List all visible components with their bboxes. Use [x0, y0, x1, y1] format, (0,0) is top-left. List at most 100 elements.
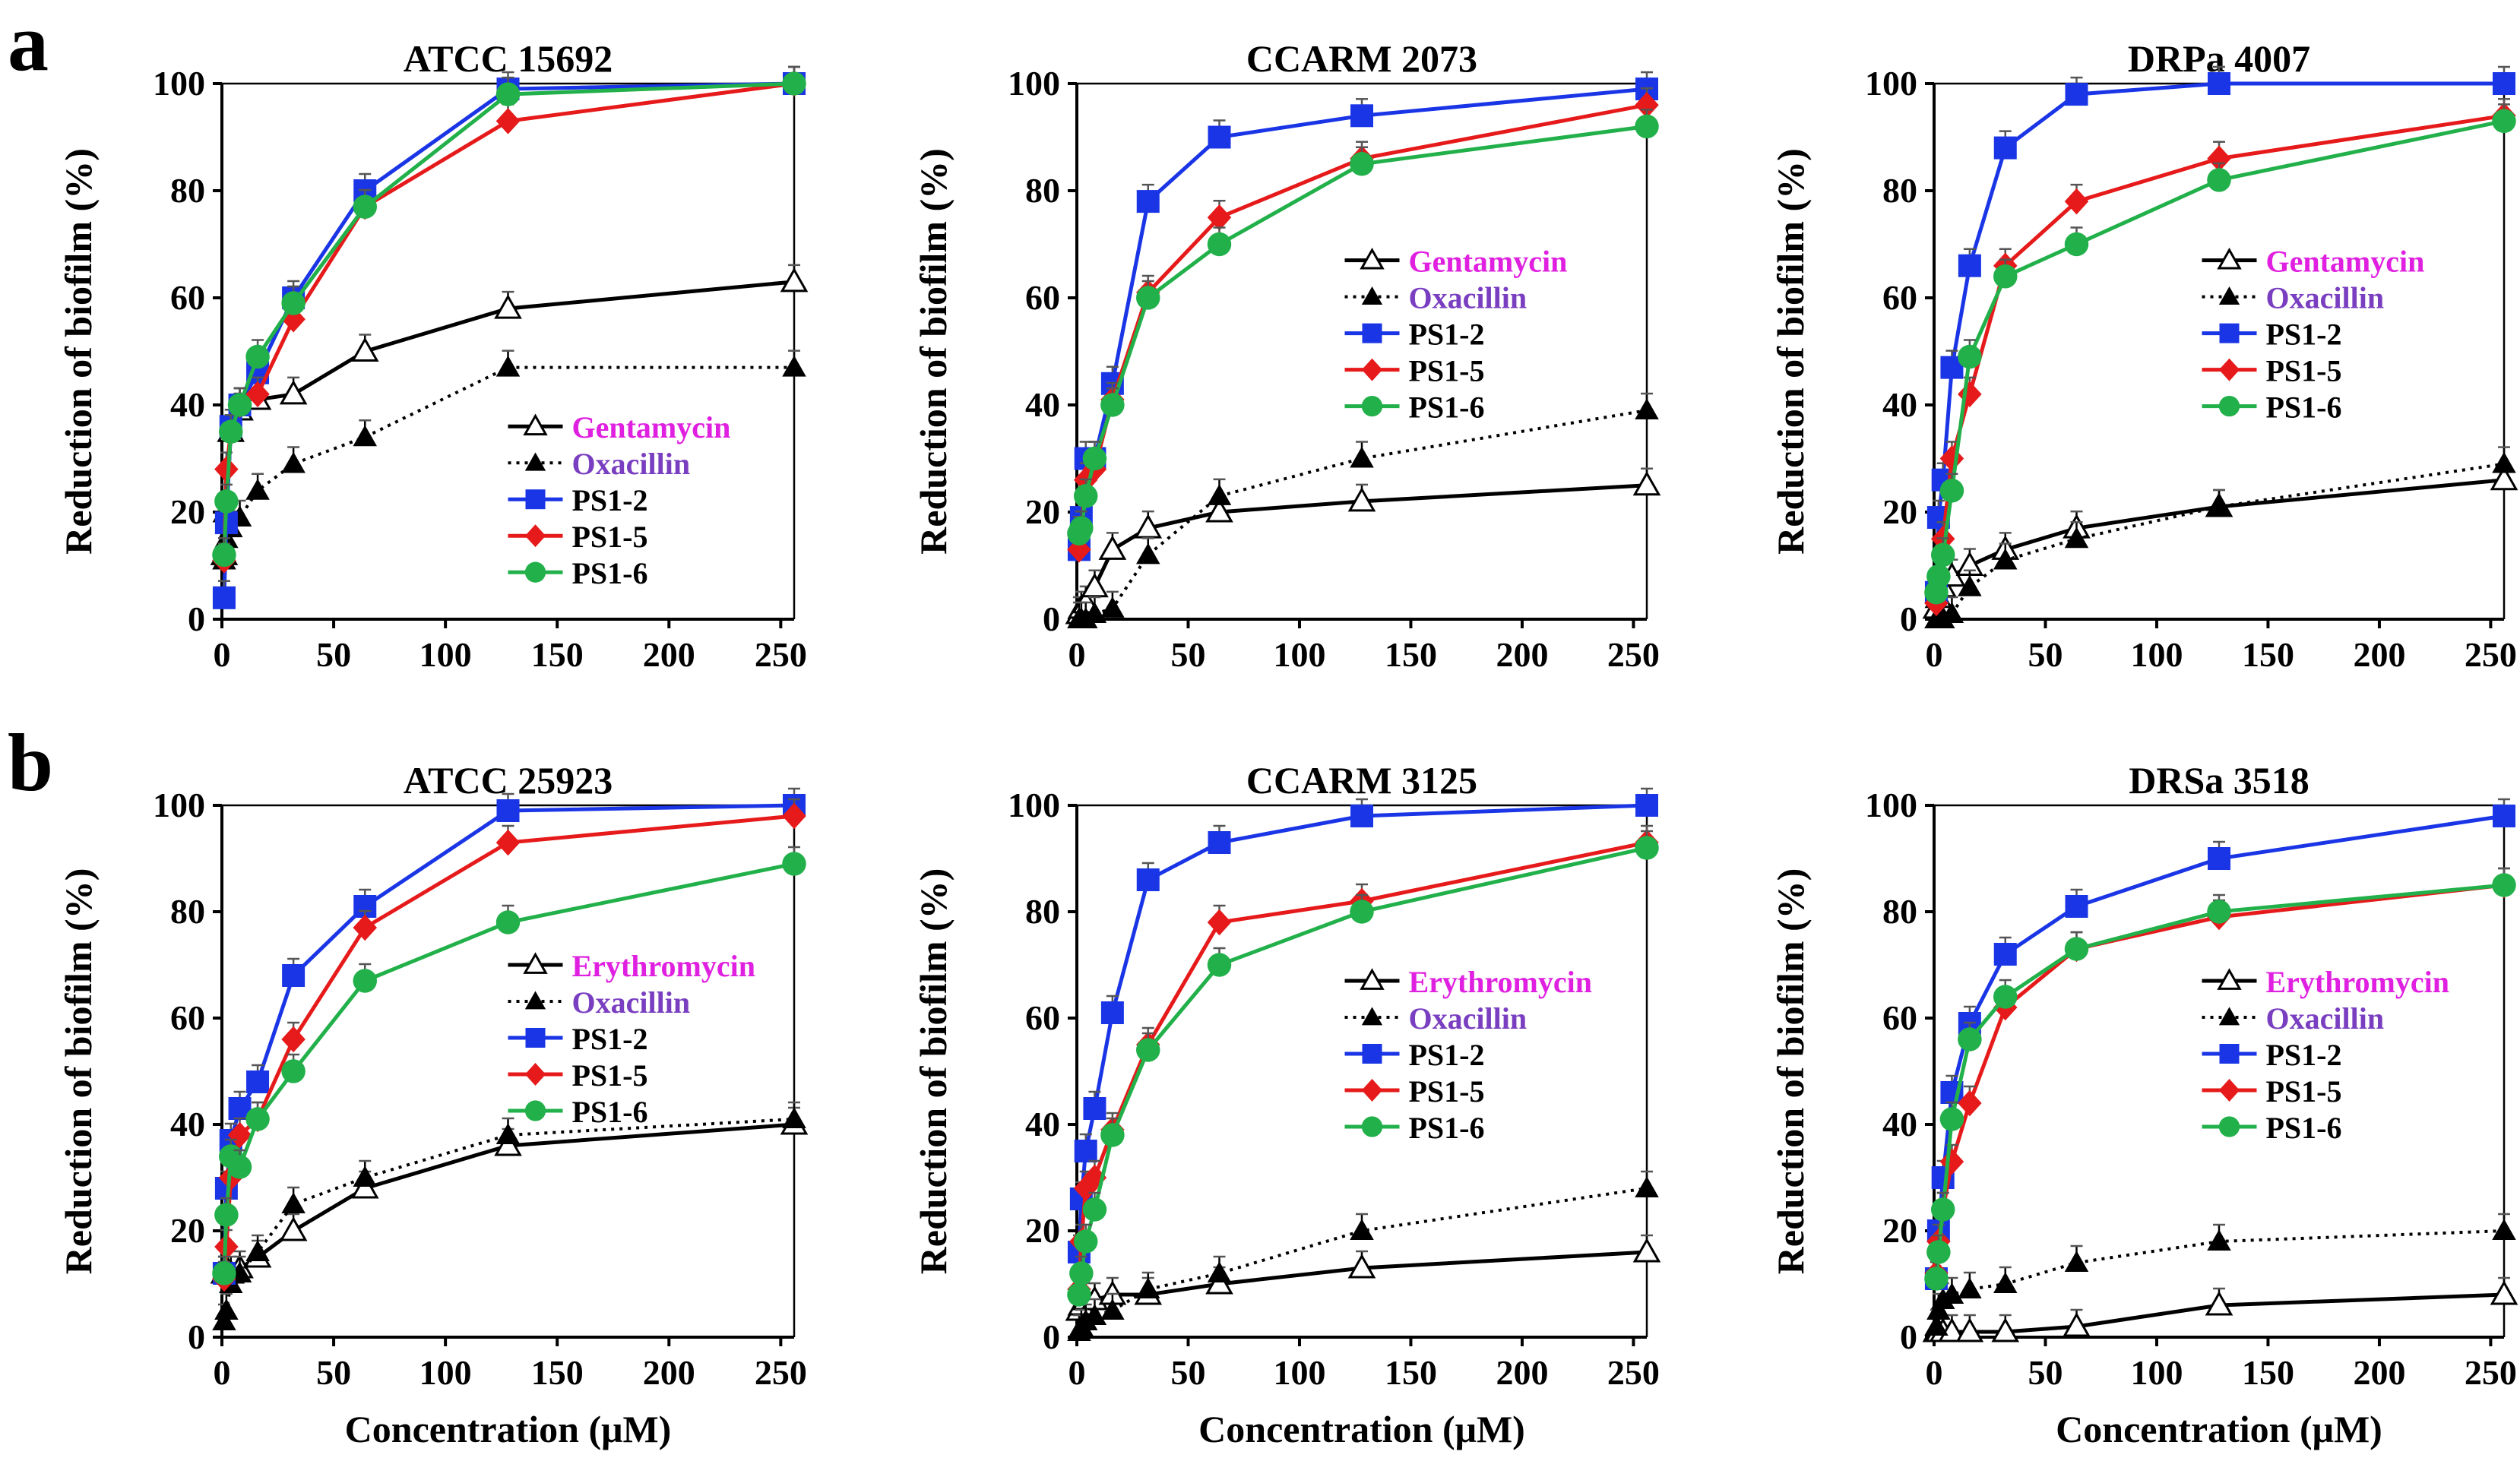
y-tick-label: 0 — [1043, 1317, 1060, 1356]
data-point — [353, 194, 377, 219]
y-tick-label: 60 — [1882, 278, 1917, 317]
data-point — [1136, 1038, 1160, 1062]
data-point — [281, 451, 306, 473]
x-tick-label: 100 — [1273, 635, 1325, 674]
data-point — [2207, 495, 2231, 516]
data-point — [2208, 847, 2230, 870]
y-axis-label: Reduction of biofilm (%) — [912, 868, 954, 1275]
data-point — [2064, 1251, 2089, 1272]
data-point — [494, 1131, 522, 1156]
data-point — [1074, 1140, 1097, 1162]
series-PS1-5 — [212, 798, 806, 1292]
legend-marker — [2218, 1079, 2240, 1102]
y-tick-label: 40 — [1025, 385, 1060, 424]
data-point — [2207, 1229, 2231, 1251]
data-point — [1993, 985, 2018, 1009]
data-point — [1939, 1107, 1964, 1131]
data-point — [1350, 104, 1373, 128]
data-point — [1082, 602, 1107, 623]
data-point — [1207, 1261, 1232, 1282]
data-point — [1930, 542, 1955, 568]
data-point — [495, 1123, 521, 1144]
data-point — [1207, 953, 1232, 977]
series-PS1-6 — [1924, 103, 2516, 605]
data-point — [495, 355, 521, 377]
legend-marker — [1361, 396, 1383, 417]
series-Oxacillin — [212, 1101, 806, 1330]
data-point — [1207, 909, 1232, 936]
legend-label: Oxacillin — [1409, 281, 1528, 315]
series-line — [222, 81, 795, 598]
y-tick-label: 80 — [1025, 171, 1060, 210]
series-PS1-5 — [1924, 867, 2516, 1287]
y-tick-label: 60 — [1025, 998, 1060, 1037]
legend-label: Gentamycin — [1409, 245, 1568, 279]
y-tick-label: 80 — [1882, 171, 1917, 210]
x-tick-label: 200 — [1496, 635, 1548, 674]
data-point — [219, 419, 243, 444]
legend-marker — [2218, 286, 2240, 305]
data-point — [281, 1059, 306, 1083]
data-point — [245, 1107, 270, 1131]
y-tick-label: 0 — [1900, 599, 1917, 638]
data-point — [782, 852, 806, 876]
x-axis-label: Concentration (μM) — [345, 1408, 672, 1450]
x-tick-label: 50 — [1170, 635, 1205, 674]
data-point — [1635, 1176, 1659, 1197]
y-tick-label: 100 — [153, 64, 205, 103]
legend-label: Oxacillin — [1409, 1001, 1528, 1036]
data-point — [353, 425, 377, 447]
series-Oxacillin — [1924, 1213, 2516, 1336]
legend-label: Erythromycin — [572, 949, 755, 983]
data-point — [780, 267, 809, 293]
data-point — [1067, 1282, 1091, 1307]
data-point — [279, 380, 308, 405]
series-Oxacillin — [1067, 1170, 1659, 1341]
series-line — [222, 81, 795, 555]
series-Gentamycin — [1065, 467, 1661, 625]
y-tick-label: 80 — [1025, 892, 1060, 931]
series-PS1-6 — [1067, 830, 1659, 1307]
data-point — [214, 456, 239, 482]
x-tick-label: 0 — [214, 1353, 231, 1392]
data-point — [1082, 1197, 1107, 1222]
x-tick-label: 150 — [2242, 1353, 2294, 1392]
legend-label: PS1-6 — [2266, 1111, 2342, 1145]
data-point — [1958, 381, 1982, 408]
data-point — [1350, 805, 1373, 827]
legend-label: Erythromycin — [1409, 965, 1592, 999]
legend-marker — [2218, 1007, 2240, 1026]
data-point — [1958, 574, 1982, 596]
y-tick-label: 80 — [1882, 892, 1917, 931]
y-axis-label: Reduction of biofilm (%) — [57, 868, 100, 1275]
data-point — [1082, 446, 1107, 471]
legend-label: Gentamycin — [572, 410, 731, 444]
legend-label: PS1-2 — [1409, 318, 1485, 352]
y-axis-label: Reduction of biofilm (%) — [1769, 148, 1812, 555]
data-point — [350, 337, 379, 362]
series-PS1-6 — [1067, 109, 1659, 546]
y-tick-label: 60 — [1025, 278, 1060, 317]
y-tick-label: 100 — [153, 786, 205, 824]
x-tick-label: 250 — [2465, 635, 2517, 674]
x-tick-label: 50 — [1170, 1353, 1205, 1392]
x-tick-label: 100 — [1273, 1353, 1325, 1392]
y-tick-label: 40 — [170, 385, 205, 424]
legend-marker — [1360, 247, 1385, 270]
data-point — [1635, 794, 1658, 817]
y-tick-label: 20 — [170, 1211, 205, 1250]
data-point — [1958, 1277, 1982, 1298]
data-point — [1208, 125, 1231, 149]
y-tick-label: 60 — [1882, 998, 1917, 1037]
data-point — [212, 1261, 236, 1286]
legend-label: PS1-6 — [2266, 391, 2342, 425]
y-axis-label: Reduction of biofilm (%) — [57, 148, 100, 555]
series-PS1-2 — [1067, 71, 1658, 561]
data-point — [1207, 232, 1232, 257]
data-point — [1205, 1270, 1233, 1295]
legend-label: PS1-2 — [572, 1022, 648, 1056]
